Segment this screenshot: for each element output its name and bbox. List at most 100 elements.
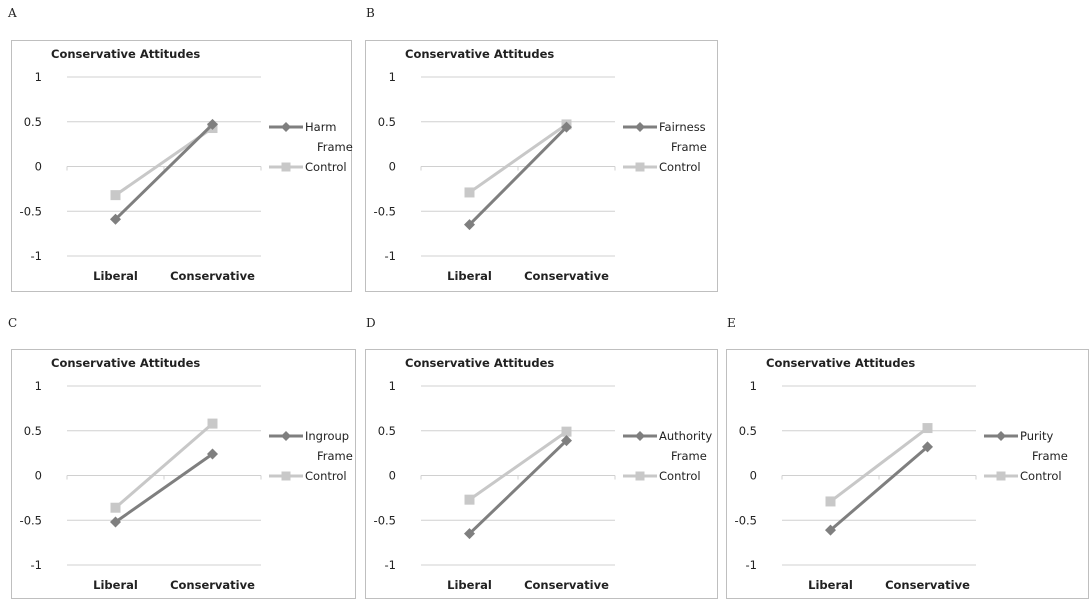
data-point-control	[207, 418, 218, 429]
data-point-frame	[464, 219, 475, 231]
y-tick-label: 0	[35, 469, 42, 483]
x-category-label: Liberal	[447, 269, 492, 283]
y-tick-label: -0.5	[735, 513, 757, 527]
x-category-label: Liberal	[93, 578, 138, 592]
chart-frame	[365, 349, 718, 599]
panel-letter: B	[366, 6, 375, 20]
legend-label: Frame	[671, 140, 707, 154]
y-tick-label: 1	[35, 70, 42, 84]
data-point-control	[110, 502, 121, 513]
y-tick-label: -1	[31, 558, 42, 572]
x-category-label: Liberal	[808, 578, 853, 592]
panel-letter: D	[366, 316, 376, 330]
series-line-control	[468, 123, 568, 194]
chart-frame	[726, 349, 1089, 599]
data-point-frame	[110, 516, 121, 528]
y-tick-label: 1	[35, 379, 42, 393]
x-category-label: Conservative	[170, 578, 255, 592]
data-point-frame	[207, 118, 218, 130]
legend-marker	[996, 431, 1006, 441]
data-point-control	[825, 496, 836, 507]
chart-title: Conservative Attitudes	[405, 356, 554, 370]
chart-title: Conservative Attitudes	[51, 47, 200, 61]
y-tick-label: 1	[389, 379, 396, 393]
y-tick-label: 0.5	[24, 424, 42, 438]
legend-marker	[281, 162, 291, 172]
series-line-frame	[829, 445, 929, 532]
series-line-control	[468, 430, 568, 501]
legend-label: Harm	[305, 120, 336, 134]
legend-label: Control	[305, 160, 347, 174]
y-tick-label: -1	[385, 249, 396, 263]
data-point-frame	[110, 213, 121, 225]
y-tick-label: -1	[31, 249, 42, 263]
y-tick-label: 0	[389, 469, 396, 483]
y-tick-label: 0	[35, 160, 42, 174]
chart-panel-c: C Conservative Attitudes 1 0.5 0 -0.5 -1 Libera…	[8, 316, 356, 599]
legend-label: Control	[1020, 469, 1062, 483]
legend-marker	[635, 471, 645, 481]
legend-marker	[281, 122, 291, 132]
x-category-label: Conservative	[170, 269, 255, 283]
data-point-control	[110, 190, 121, 201]
legend-marker	[996, 471, 1006, 481]
legend-label: Fairness	[659, 120, 706, 134]
chart-panel-a: A Conservative Attitudes 1 0.5 0 -0.5 -1 Libera…	[7, 6, 353, 292]
legend-label: Authority	[659, 429, 712, 443]
legend-marker	[281, 431, 291, 441]
y-tick-label: 1	[389, 70, 396, 84]
legend-label: Control	[659, 469, 701, 483]
y-tick-label: -1	[385, 558, 396, 572]
panel-letter: A	[7, 6, 17, 20]
x-category-label: Conservative	[524, 578, 609, 592]
y-tick-label: -0.5	[20, 513, 42, 527]
chart-title: Conservative Attitudes	[405, 47, 554, 61]
y-tick-label: 0.5	[378, 424, 396, 438]
data-point-control	[561, 426, 572, 437]
y-tick-label: -0.5	[374, 513, 396, 527]
legend-label: Control	[659, 160, 701, 174]
data-point-frame	[561, 435, 572, 447]
legend-label: Purity	[1020, 429, 1053, 443]
y-tick-label: 0.5	[378, 115, 396, 129]
legend-marker	[281, 471, 291, 481]
data-point-control	[464, 187, 475, 198]
legend-label: Control	[305, 469, 347, 483]
y-tick-label: -0.5	[374, 204, 396, 218]
legend-label: Ingroup	[305, 429, 349, 443]
data-point-frame	[207, 448, 218, 460]
legend-label: Frame	[671, 449, 707, 463]
chart-panel-b: B Conservative Attitudes 1 0.5 0 -0.5 -1 Libera…	[365, 6, 718, 292]
data-point-control	[464, 494, 475, 505]
data-point-frame	[922, 441, 933, 453]
panel-letter: E	[727, 316, 736, 330]
x-category-label: Liberal	[93, 269, 138, 283]
legend-label: Frame	[1032, 449, 1068, 463]
series-line-frame	[468, 439, 568, 535]
legend-label: Frame	[317, 140, 353, 154]
series-line-frame	[468, 126, 568, 226]
panel-letter: C	[8, 316, 17, 330]
legend-marker	[635, 162, 645, 172]
chart-title: Conservative Attitudes	[766, 356, 915, 370]
y-tick-label: 0	[750, 469, 757, 483]
y-tick-label: 0.5	[739, 424, 757, 438]
x-category-label: Liberal	[447, 578, 492, 592]
data-point-frame	[825, 524, 836, 536]
y-tick-label: 0	[389, 160, 396, 174]
legend-marker	[635, 431, 645, 441]
series-line-control	[114, 422, 214, 509]
y-tick-label: 1	[750, 379, 757, 393]
legend-label: Frame	[317, 449, 353, 463]
x-category-label: Conservative	[524, 269, 609, 283]
y-tick-label: 0.5	[24, 115, 42, 129]
x-category-label: Conservative	[885, 578, 970, 592]
data-point-control	[922, 423, 933, 434]
series-line-frame	[114, 452, 214, 524]
legend-marker	[635, 122, 645, 132]
data-point-frame	[464, 528, 475, 540]
data-point-frame	[561, 121, 572, 133]
y-tick-label: -1	[746, 558, 757, 572]
